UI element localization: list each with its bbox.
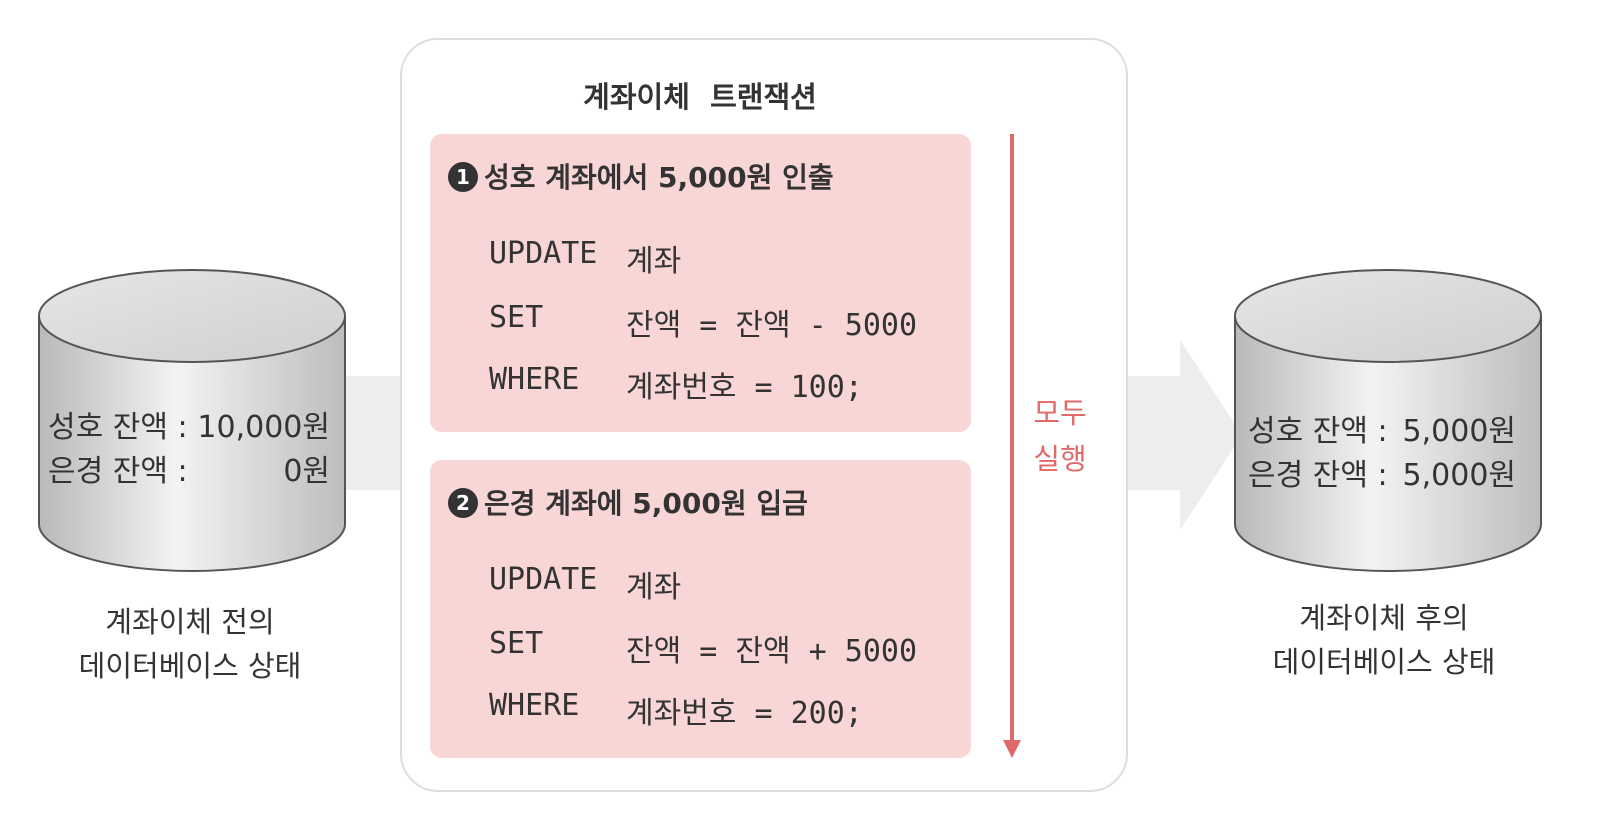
after-db-caption: 계좌이체 후의 데이터베이스 상태	[1234, 596, 1534, 684]
execute-all-arrow-icon	[1003, 134, 1021, 758]
database-before-icon	[38, 269, 346, 572]
before-balance-row: 성호 잔액 : 10,000원	[48, 406, 330, 450]
sql-expression: 잔액 = 잔액 + 5000	[626, 634, 918, 669]
sql-expression: 계좌번호 = 200;	[626, 696, 863, 731]
balance-label: 은경 잔액 :	[1248, 458, 1388, 493]
balance-label: 은경 잔액 :	[48, 454, 188, 489]
sql-expression: 계좌번호 = 100;	[626, 370, 863, 405]
flow-arrowhead-right	[1180, 340, 1242, 530]
transaction-step-1: 1 성호 계좌에서 5,000원 인출 UPDATE 계좌 SET 잔액 = 잔액…	[430, 134, 971, 432]
step-title-text: 은경 계좌에 5,000원 입금	[484, 487, 808, 520]
balance-value: 0원	[283, 454, 330, 489]
step-title: 1 성호 계좌에서 5,000원 인출	[448, 156, 834, 196]
sql-expression: 계좌	[626, 570, 682, 605]
after-balance-row: 은경 잔액 : 5,000원	[1248, 454, 1516, 498]
before-db-caption: 계좌이체 전의 데이터베이스 상태	[40, 600, 340, 688]
balance-value: 5,000원	[1402, 458, 1516, 493]
execute-label-line: 실행	[1033, 442, 1087, 476]
transaction-step-2: 2 은경 계좌에 5,000원 입금 UPDATE 계좌 SET 잔액 = 잔액 …	[430, 460, 971, 758]
before-balance-list: 성호 잔액 : 10,000원 은경 잔액 : 0원	[48, 406, 330, 494]
step-number-badge: 2	[448, 488, 478, 518]
caption-line: 데이터베이스 상태	[1272, 645, 1496, 679]
balance-value: 5,000원	[1402, 414, 1516, 449]
flow-band-right	[1128, 376, 1188, 490]
database-after-icon	[1234, 269, 1542, 572]
step-title: 2 은경 계좌에 5,000원 입금	[448, 482, 808, 522]
execute-label-line: 모두	[1033, 396, 1087, 430]
balance-label: 성호 잔액 :	[1248, 414, 1388, 449]
sql-keyword: UPDATE	[489, 236, 598, 271]
after-balance-list: 성호 잔액 : 5,000원 은경 잔액 : 5,000원	[1248, 410, 1516, 498]
sql-keyword: UPDATE	[489, 562, 598, 597]
after-balance-row: 성호 잔액 : 5,000원	[1248, 410, 1516, 454]
caption-line: 데이터베이스 상태	[78, 649, 302, 683]
sql-expression: 잔액 = 잔액 - 5000	[626, 308, 918, 343]
caption-line: 계좌이체 후의	[1299, 601, 1469, 635]
sql-keyword: WHERE	[489, 688, 580, 723]
before-balance-row: 은경 잔액 : 0원	[48, 450, 330, 494]
balance-value: 10,000원	[197, 410, 330, 445]
transaction-title: 계좌이체 트랜잭션	[583, 80, 817, 114]
sql-keyword: SET	[489, 626, 544, 661]
sql-keyword: WHERE	[489, 362, 580, 397]
step-number-badge: 1	[448, 162, 478, 192]
step-title-text: 성호 계좌에서 5,000원 인출	[484, 161, 834, 194]
sql-keyword: SET	[489, 300, 544, 335]
execute-all-label: 모두 실행	[1020, 390, 1100, 482]
caption-line: 계좌이체 전의	[105, 605, 275, 639]
sql-expression: 계좌	[626, 244, 682, 279]
balance-label: 성호 잔액 :	[48, 410, 188, 445]
